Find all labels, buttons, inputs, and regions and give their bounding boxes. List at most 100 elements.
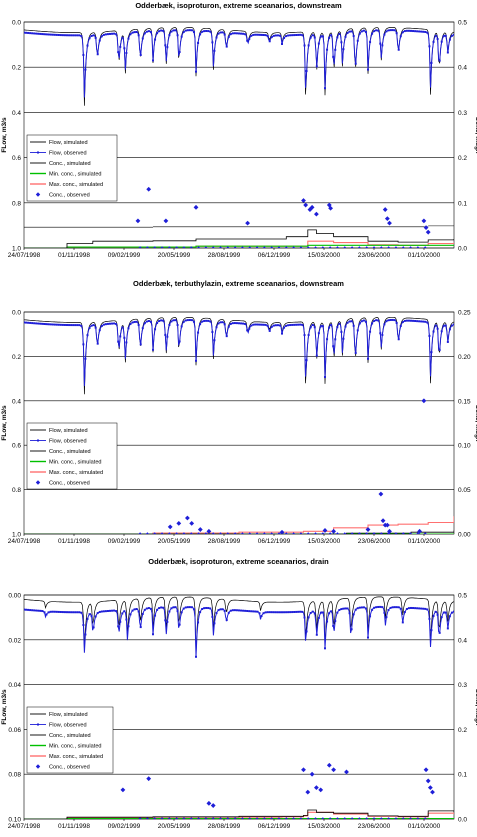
flow-observed-point (266, 35, 269, 38)
flow-observed-point (252, 33, 255, 36)
conc-observed-point (313, 817, 318, 819)
flow-observed-point (371, 608, 374, 611)
flow-observed-point (147, 319, 150, 322)
flow-observed-point (188, 606, 191, 609)
flow-observed-point (268, 329, 271, 332)
flow-observed-point (158, 607, 161, 610)
flow-observed-point (49, 33, 52, 36)
legend-box (26, 134, 118, 202)
flow-observed-point (53, 323, 56, 326)
x-tick-label: 15/03/2000 (308, 823, 341, 830)
flow-observed-point (264, 34, 267, 37)
legend-label: Conc., observed (49, 481, 90, 487)
flow-observed-point (311, 324, 314, 327)
flow-observed-point (356, 39, 359, 42)
flow-observed-point (106, 322, 109, 325)
flow-observed-point (397, 338, 400, 341)
flow-observed-point (94, 36, 97, 39)
conc-observed-point (233, 817, 237, 819)
conc-observed-point (233, 532, 237, 534)
flow-observed-point (369, 41, 372, 44)
flow-observed-point (162, 29, 165, 32)
flow-observed-point (199, 33, 202, 36)
flow-observed-point (78, 611, 81, 614)
flow-observed-point (160, 29, 163, 32)
conc-observed-point (189, 817, 194, 819)
flow-observed-point (88, 37, 91, 40)
flow-observed-point (389, 318, 392, 321)
flow-observed-point (254, 323, 257, 326)
flow-observed-point (453, 610, 454, 613)
flow-observed-point (393, 29, 396, 32)
conc-observed-point (138, 532, 142, 534)
flow-observed-point (82, 343, 85, 346)
flow-observed-point (422, 30, 425, 33)
flow-observed-point (84, 357, 87, 360)
conc-observed-point (364, 532, 369, 534)
flow-observed-point (426, 321, 429, 324)
y-left-axis-label: FLow, m3/s (1, 689, 8, 725)
y-right-tick-label: 0.2 (458, 727, 467, 734)
conc-observed-point (255, 246, 259, 248)
conc-observed-point (386, 532, 391, 534)
flow-observed-point (29, 609, 32, 612)
flow-observed-point (121, 326, 124, 329)
series-flow-observed (24, 606, 454, 657)
flow-observed-point (137, 34, 140, 37)
flow-observed-point (291, 611, 294, 614)
flow-observed-point (276, 324, 279, 327)
conc-observed-point (430, 789, 435, 795)
flow-observed-point (246, 610, 249, 613)
flow-observed-point (299, 33, 302, 36)
flow-observed-point (246, 39, 249, 42)
flow-observed-point (401, 321, 404, 324)
conc-observed-point (255, 532, 259, 534)
flow-observed-point (180, 35, 183, 38)
flow-observed-point (41, 610, 44, 613)
flow-observed-point (231, 32, 234, 35)
flow-observed-point (297, 323, 300, 326)
flow-observed-point (141, 37, 144, 40)
flow-observed-point (162, 319, 165, 322)
flow-observed-point (270, 611, 273, 614)
flow-observed-point (61, 611, 64, 614)
flow-observed-point (424, 320, 427, 323)
flow-observed-point (328, 36, 331, 39)
conc-observed-point (167, 246, 172, 248)
flow-observed-point (33, 32, 36, 35)
conc-observed-point (408, 817, 413, 819)
flow-observed-point (336, 326, 339, 329)
flow-observed-point (133, 608, 136, 611)
conc-observed-point (138, 246, 142, 248)
conc-observed-point (262, 532, 267, 534)
flow-observed-point (453, 33, 454, 36)
flow-observed-point (430, 629, 433, 632)
flow-observed-point (156, 32, 159, 35)
conc-observed-point (284, 817, 289, 819)
flow-observed-point (104, 323, 107, 326)
flow-observed-point (291, 34, 294, 37)
conc-observed-point (218, 532, 223, 534)
flow-observed-point (57, 610, 60, 613)
flow-observed-point (416, 30, 419, 33)
flow-observed-point (293, 34, 296, 37)
flow-observed-point (442, 35, 445, 38)
flow-observed-point (66, 34, 68, 37)
conc-observed-point (401, 246, 406, 248)
flow-observed-point (305, 70, 308, 73)
flow-observed-point (199, 323, 202, 326)
flow-observed-point (295, 34, 298, 37)
conc-observed-point (379, 817, 384, 819)
flow-observed-point (82, 623, 85, 626)
conc-observed-point (277, 246, 281, 248)
conc-observed-point (211, 817, 215, 819)
flow-observed-point (250, 324, 253, 327)
flow-observed-point (139, 626, 142, 629)
flow-observed-point (350, 628, 353, 631)
conc-observed-point (167, 532, 172, 534)
flow-observed-point (143, 608, 146, 611)
flow-observed-point (375, 29, 378, 32)
flow-observed-point (119, 45, 122, 48)
flow-observed-point (149, 31, 152, 34)
flow-observed-point (430, 351, 433, 354)
